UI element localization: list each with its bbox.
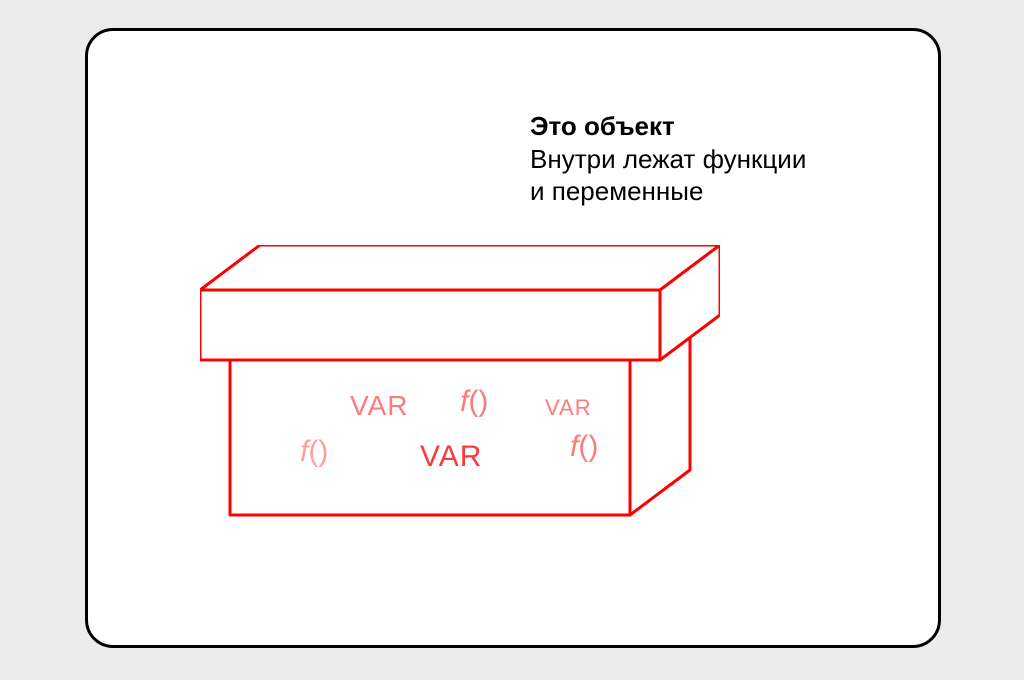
page-background: Это объект Внутри лежат функции и переме… [0,0,1024,680]
box-label-fn: f() [570,430,598,464]
box-label-var: VAR [350,390,409,422]
box-lid-top [200,245,720,290]
title-line-3: и переменные [530,175,806,208]
box-label-var: VAR [420,440,482,474]
box-label-var: VAR [545,395,592,421]
title-block: Это объект Внутри лежат функции и переме… [530,110,806,208]
box-label-fn: f() [460,385,488,419]
title-line-1: Это объект [530,110,806,143]
box-lid-front [200,290,660,360]
box-label-fn: f() [300,435,328,469]
title-line-2: Внутри лежат функции [530,143,806,176]
